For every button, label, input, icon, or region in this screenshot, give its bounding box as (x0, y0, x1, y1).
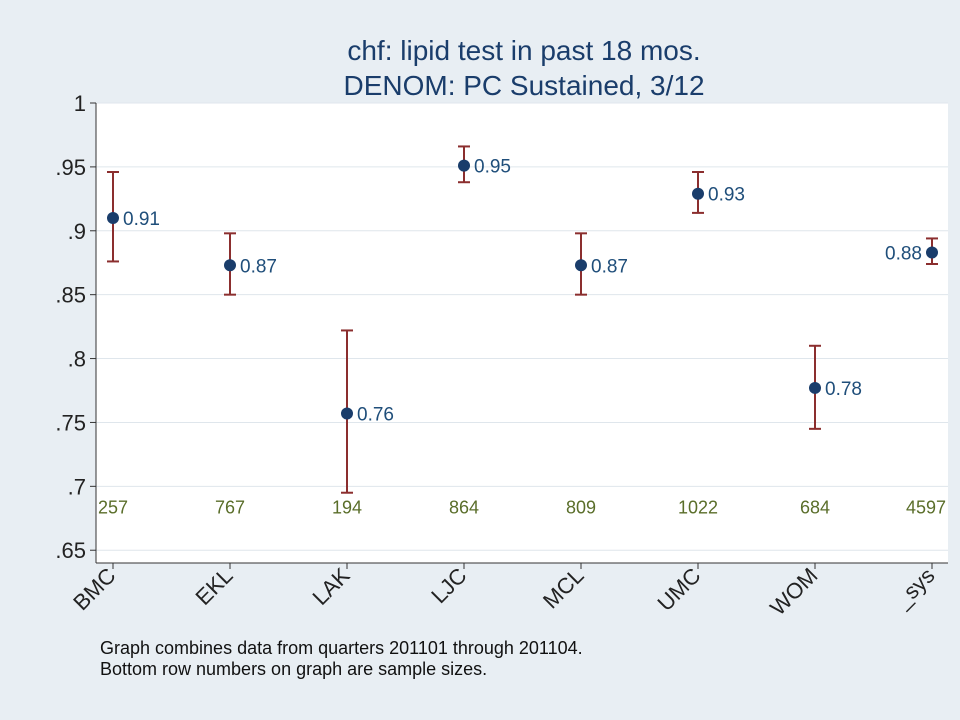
sample-size-label: 257 (98, 497, 128, 517)
plot-area (96, 103, 948, 563)
point-label: 0.87 (591, 256, 628, 277)
sample-size-label: 1022 (678, 497, 718, 517)
chart-title: chf: lipid test in past 18 mos. (347, 35, 700, 66)
chart-subtitle: DENOM: PC Sustained, 3/12 (343, 70, 704, 101)
y-tick-label: .65 (55, 538, 86, 563)
grid-lines (96, 102, 948, 551)
y-tick-label: .8 (68, 347, 86, 372)
footnote-quarters: Graph combines data from quarters 201101… (100, 638, 583, 658)
y-tick-label: 1 (74, 91, 86, 116)
point-label: 0.91 (123, 209, 160, 230)
data-points (107, 159, 938, 420)
sample-size-label: 767 (215, 497, 245, 517)
data-point (107, 212, 119, 224)
data-point (692, 187, 704, 200)
y-tick-label: .9 (68, 219, 86, 244)
sample-size-labels: 257 767 194 864 809 1022 684 4597 (98, 497, 946, 517)
data-point (575, 259, 587, 272)
point-label: 0.76 (357, 405, 394, 426)
point-label: 0.88 (885, 244, 922, 265)
point-label: 0.78 (825, 379, 862, 400)
y-tick-label: .7 (68, 474, 86, 499)
y-tick-label: .75 (55, 410, 86, 435)
footnote-sample-sizes: Bottom row numbers on graph are sample s… (100, 659, 487, 679)
data-point (809, 381, 821, 394)
point-label: 0.93 (708, 185, 745, 206)
y-tick-label: .85 (55, 283, 86, 308)
y-tick-label: .95 (55, 155, 86, 180)
data-point (224, 259, 236, 272)
sample-size-label: 4597 (906, 497, 946, 517)
sample-size-label: 809 (566, 497, 596, 517)
data-point (458, 159, 470, 172)
data-point (926, 246, 938, 259)
point-labels: 0.91 0.87 0.76 0.95 0.87 0.93 0.78 0.88 (123, 157, 922, 426)
point-label: 0.87 (240, 256, 277, 277)
sample-size-label: 194 (332, 497, 362, 517)
sample-size-label: 864 (449, 497, 479, 517)
y-axis-ticks: .65 .7 .75 .8 .85 .9 .95 1 (55, 91, 96, 563)
sample-size-label: 684 (800, 497, 830, 517)
data-point (341, 407, 353, 420)
point-label: 0.95 (474, 157, 511, 178)
